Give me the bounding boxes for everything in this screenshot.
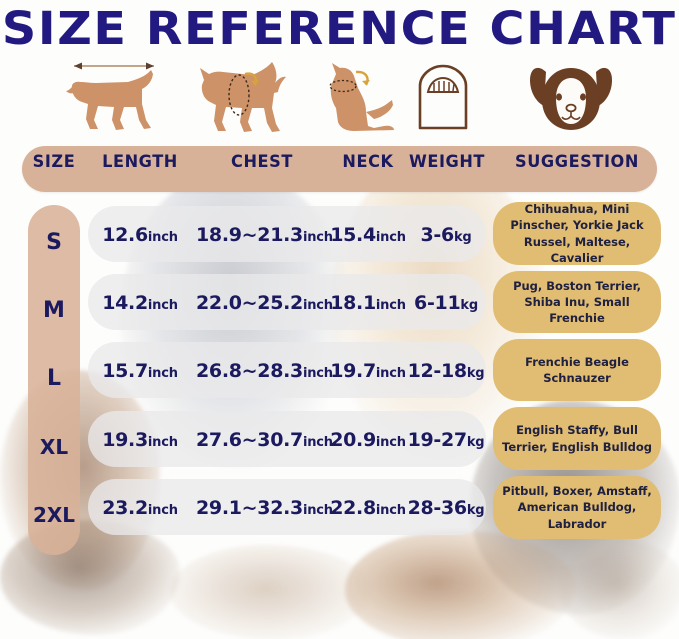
cell-length-m: 14.2inch: [102, 292, 178, 314]
column-header-weight: WEIGHT: [408, 152, 486, 172]
cell-chest-m: 22.0~25.2inch: [196, 292, 333, 314]
dog-face-icon: [516, 56, 626, 140]
size-label-s: S: [46, 230, 62, 255]
suggestion-text-s: Chihuahua, Mini Pinscher, Yorkie Jack Ru…: [510, 201, 644, 265]
dog-neck-girth-icon: [306, 56, 406, 140]
size-label-l: L: [46, 366, 62, 391]
cell-chest-xl: 27.6~30.7inch: [196, 429, 333, 451]
suggestion-cell-m: Pug, Boston Terrier, Shiba Inu, Small Fr…: [493, 271, 661, 333]
dog-length-measure-icon: [58, 56, 176, 140]
suggestion-cell-s: Chihuahua, Mini Pinscher, Yorkie Jack Ru…: [493, 202, 661, 265]
cell-neck-2xl: 22.8inch: [330, 497, 406, 519]
cell-weight-l: 12-18kg: [407, 360, 485, 382]
suggestion-text-l: Frenchie Beagle Schnauzer: [525, 354, 629, 385]
cell-weight-2xl: 28-36kg: [407, 497, 485, 519]
suggestion-cell-l: Frenchie Beagle Schnauzer: [493, 339, 661, 401]
size-label-xl: XL: [39, 435, 69, 459]
suggestion-text-m: Pug, Boston Terrier, Shiba Inu, Small Fr…: [513, 278, 641, 326]
column-header-chest: CHEST: [231, 152, 293, 172]
column-header-length: LENGTH: [102, 152, 178, 172]
dog-chest-girth-icon: [182, 56, 300, 140]
measurement-icon-strip: [0, 56, 679, 140]
suggestion-cell-xl: English Staffy, Bull Terrier, English Bu…: [493, 407, 661, 470]
cell-length-l: 15.7inch: [102, 360, 178, 382]
column-header-suggestion: SUGGESTION: [515, 152, 639, 172]
size-label-2xl: 2XL: [32, 503, 76, 527]
page-title: SIZE REFERENCE CHART: [2, 1, 677, 55]
cell-neck-s: 15.4inch: [330, 224, 406, 246]
cell-chest-s: 18.9~21.3inch: [196, 224, 333, 246]
cell-length-xl: 19.3inch: [102, 429, 178, 451]
cell-neck-m: 18.1inch: [330, 292, 406, 314]
cell-chest-l: 26.8~28.3inch: [196, 360, 333, 382]
cell-chest-2xl: 29.1~32.3inch: [196, 497, 333, 519]
cell-neck-l: 19.7inch: [330, 360, 406, 382]
size-label-m: M: [43, 298, 65, 323]
column-header-neck: NECK: [342, 152, 394, 172]
cell-weight-xl: 19-27kg: [407, 429, 485, 451]
suggestion-text-2xl: Pitbull, Boxer, Amstaff, American Bulldo…: [502, 484, 652, 531]
cell-length-2xl: 23.2inch: [102, 497, 178, 519]
title-container: SIZE REFERENCE CHART: [0, 2, 679, 54]
weight-scale-icon: [400, 56, 486, 140]
cell-length-s: 12.6inch: [102, 224, 178, 246]
cell-weight-s: 3-6kg: [420, 224, 472, 246]
suggestion-cell-2xl: Pitbull, Boxer, Amstaff, American Bulldo…: [493, 476, 661, 539]
cell-neck-xl: 20.9inch: [330, 429, 406, 451]
size-table: SIZE LENGTH CHEST NECK WEIGHT SUGGESTION…: [0, 140, 679, 570]
cell-weight-m: 6-11kg: [414, 292, 478, 314]
suggestion-text-xl: English Staffy, Bull Terrier, English Bu…: [502, 423, 652, 454]
column-header-size: SIZE: [32, 152, 76, 172]
